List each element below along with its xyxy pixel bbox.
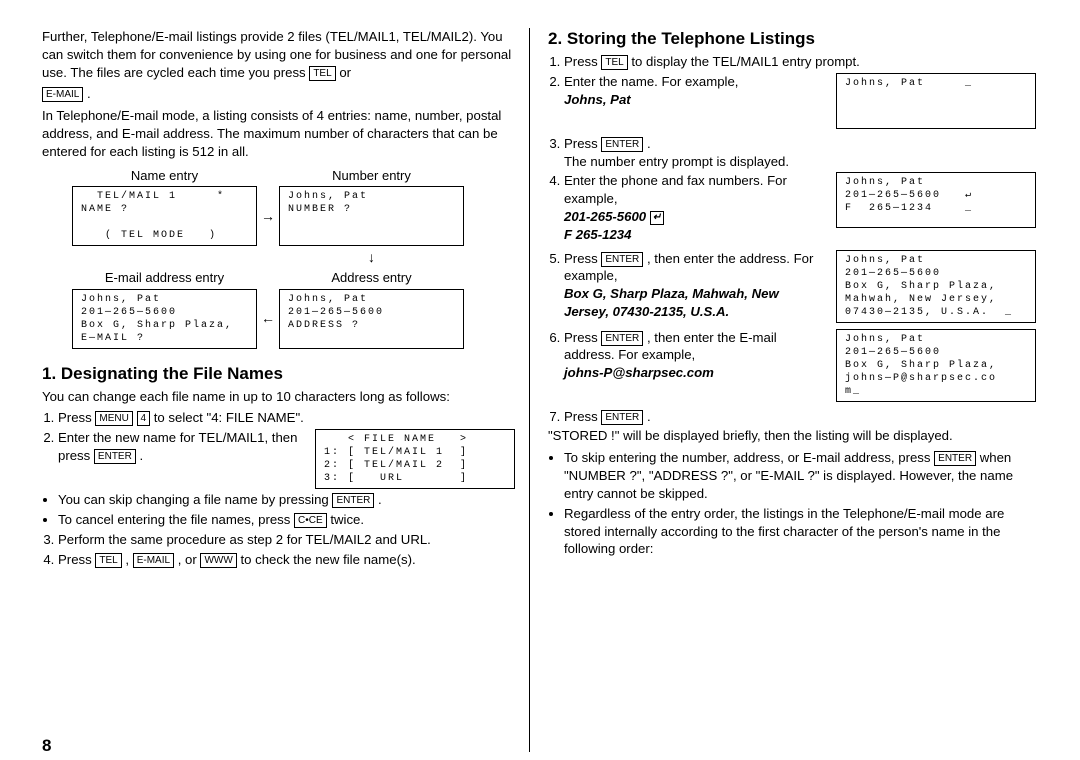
name-entry-label: Name entry — [72, 167, 257, 185]
store-step-2: Enter the name. For example, Johns, Pat … — [564, 73, 1036, 129]
arrow-right-icon: → — [257, 207, 279, 226]
fn-step-2: Enter the new name for TEL/MAIL1, then p… — [58, 429, 515, 489]
fn-s4-c: , or — [178, 552, 201, 567]
arrow-down-icon: ↓ — [279, 248, 464, 267]
enter-key-icon-3: ENTER — [601, 137, 643, 152]
number-entry-label: Number entry — [279, 167, 464, 185]
fn-step-4: Press TEL , E-MAIL , or WWW to check the… — [58, 551, 515, 569]
manual-page: Further, Telephone/E-mail listings provi… — [0, 0, 1080, 760]
b1-a: To skip entering the number, address, or… — [564, 450, 934, 465]
step2-lcd: Johns, Pat _ — [836, 73, 1036, 129]
stored-note: "STORED !" will be displayed briefly, th… — [548, 427, 1036, 445]
www-key-icon: WWW — [200, 553, 236, 568]
name-lcd: TEL/MAIL 1 * NAME ? ( TEL MODE ) — [72, 186, 257, 246]
fn-intro: You can change each file name in up to 1… — [42, 388, 515, 406]
s6-a: Press — [564, 330, 601, 345]
s3-a: Press — [564, 136, 601, 151]
intro-paragraph-1: Further, Telephone/E-mail listings provi… — [42, 28, 515, 81]
enter-key-icon: ENTER — [94, 449, 136, 464]
fn-s4-a: Press — [58, 552, 95, 567]
address-lcd: Johns, Pat 201—265—5600 ADDRESS ? — [279, 289, 464, 349]
intro-text-b: or — [339, 65, 351, 80]
storing-steps: Press TEL to display the TEL/MAIL1 entry… — [548, 53, 1036, 426]
menu-key-icon: MENU — [95, 411, 132, 426]
fn-step-1: Press MENU 4 to select "4: FILE NAME". — [58, 409, 515, 427]
storing-notes: To skip entering the number, address, or… — [548, 449, 1036, 558]
s5-a: Press — [564, 251, 601, 266]
s7-a: Press — [564, 409, 601, 424]
right-column: 2. Storing the Telephone Listings Press … — [546, 28, 1036, 752]
tel-key-icon-2: TEL — [95, 553, 121, 568]
s4-ex-line1: 201-265-5600 ↵ — [564, 209, 664, 224]
s6-example: johns-P@sharpsec.com — [564, 365, 714, 380]
s3-b: . — [647, 136, 651, 151]
email-lcd: Johns, Pat 201—265—5600 Box G, Sharp Pla… — [72, 289, 257, 349]
s1-a: Press — [564, 54, 601, 69]
file-name-notes: You can skip changing a file name by pre… — [42, 491, 515, 529]
heading-storing: 2. Storing the Telephone Listings — [548, 28, 1036, 51]
intro-paragraph-2: In Telephone/E-mail mode, a listing cons… — [42, 107, 515, 160]
intro-text-c: . — [87, 86, 91, 101]
fn-n2-b: twice. — [330, 512, 364, 527]
arrow-left-icon: ← — [257, 309, 279, 328]
tel-key-icon: TEL — [309, 66, 335, 81]
store-step-7: Press ENTER . — [564, 408, 1036, 426]
s7-b: . — [647, 409, 651, 424]
intro-email-line: E-MAIL . — [42, 85, 515, 103]
fn-step-3: Perform the same procedure as step 2 for… — [58, 531, 515, 549]
page-number: 8 — [42, 736, 51, 756]
step6-lcd: Johns, Pat 201—265—5600 Box G, Sharp Pla… — [836, 329, 1036, 402]
store-step-4: Enter the phone and fax numbers. For exa… — [564, 172, 1036, 243]
fn-s1-a: Press — [58, 410, 95, 425]
s2-example: Johns, Pat — [564, 92, 631, 107]
tel-key-icon-3: TEL — [601, 55, 627, 70]
store-step-5: Press ENTER , then enter the address. Fo… — [564, 250, 1036, 323]
fn-n1-a: You can skip changing a file name by pre… — [58, 492, 332, 507]
s5-example: Box G, Sharp Plaza, Mahwah, New Jersey, … — [564, 286, 779, 319]
store-step-6: Press ENTER , then enter the E-mail addr… — [564, 329, 1036, 402]
enter-key-icon-5: ENTER — [601, 331, 643, 346]
fn-n2-a: To cancel entering the file names, press — [58, 512, 294, 527]
enter-key-icon-7: ENTER — [934, 451, 976, 466]
s4-ex-line2: F 265-1234 — [564, 227, 631, 242]
email-entry-label: E-mail address entry — [72, 269, 257, 287]
enter-key-icon-2: ENTER — [332, 493, 374, 508]
heading-designating: 1. Designating the File Names — [42, 363, 515, 386]
fn-s4-d: to check the new file name(s). — [240, 552, 415, 567]
store-step-3: Press ENTER . The number entry prompt is… — [564, 135, 1036, 171]
store-step-1: Press TEL to display the TEL/MAIL1 entry… — [564, 53, 1036, 71]
file-name-steps: Press MENU 4 to select "4: FILE NAME". E… — [42, 409, 515, 489]
step4-lcd: Johns, Pat 201—265—5600 ↵ F 265—1234 _ — [836, 172, 1036, 228]
enter-key-icon-6: ENTER — [601, 410, 643, 425]
s2-text: Enter the name. For example, — [564, 74, 738, 89]
return-icon: ↵ — [650, 211, 664, 225]
s1-b: to display the TEL/MAIL1 entry prompt. — [631, 54, 859, 69]
cce-key-icon: C•CE — [294, 513, 327, 528]
file-name-steps-cont: Perform the same procedure as step 2 for… — [42, 531, 515, 569]
file-name-lcd: < FILE NAME > 1: [ TEL/MAIL 1 ] 2: [ TEL… — [315, 429, 515, 489]
note-order: Regardless of the entry order, the listi… — [564, 505, 1036, 558]
enter-key-icon-4: ENTER — [601, 252, 643, 267]
fn-s4-b: , — [125, 552, 132, 567]
fn-note-1: You can skip changing a file name by pre… — [58, 491, 515, 509]
s3-c: The number entry prompt is displayed. — [564, 154, 789, 169]
step5-lcd: Johns, Pat 201—265—5600 Box G, Sharp Pla… — [836, 250, 1036, 323]
s4-text: Enter the phone and fax numbers. For exa… — [564, 173, 787, 206]
intro-text-a: Further, Telephone/E-mail listings provi… — [42, 29, 511, 80]
fn-s1-b: to select "4: FILE NAME". — [154, 410, 304, 425]
entry-diagram: Name entry Number entry TEL/MAIL 1 * NAM… — [72, 167, 515, 349]
fn-n1-b: . — [378, 492, 382, 507]
number-lcd: Johns, Pat NUMBER ? — [279, 186, 464, 246]
left-column: Further, Telephone/E-mail listings provi… — [42, 28, 530, 752]
note-skip: To skip entering the number, address, or… — [564, 449, 1036, 502]
four-key-icon: 4 — [137, 411, 151, 426]
fn-note-2: To cancel entering the file names, press… — [58, 511, 515, 529]
email-key-icon: E-MAIL — [42, 87, 83, 102]
address-entry-label: Address entry — [279, 269, 464, 287]
fn-s2-b: . — [140, 448, 144, 463]
email-key-icon-2: E-MAIL — [133, 553, 174, 568]
